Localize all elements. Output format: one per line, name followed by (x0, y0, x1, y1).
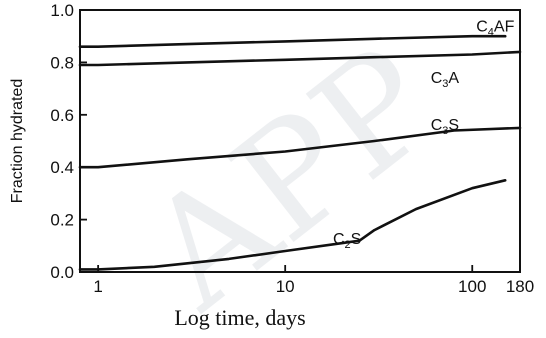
series-label-subscript: 3 (442, 78, 448, 90)
series-label-part: C (476, 19, 488, 36)
series-label-c4af: C4AF (476, 19, 514, 39)
series-label-part: C (431, 117, 443, 134)
series-line-c2s (78, 179, 507, 271)
y-tick-label: 0.8 (50, 53, 74, 72)
series-line-c3s (78, 126, 522, 169)
y-tick-label: 1.0 (50, 1, 74, 20)
series-label-part: C (333, 231, 345, 248)
x-axis-label: Log time, days (174, 305, 305, 330)
x-tick-label: 100 (458, 277, 486, 296)
y-tick-label: 0.6 (50, 106, 74, 125)
series-label-subscript: 3 (442, 125, 448, 137)
series-line-c3a (78, 50, 522, 67)
x-tick-label: 10 (276, 277, 295, 296)
series-label-c3a: C3A (431, 70, 460, 90)
series-label-part: A (448, 70, 459, 87)
series-label-c3s: C3S (431, 117, 459, 137)
series-label-part: C (431, 70, 443, 87)
series-curves (78, 34, 522, 271)
y-axis-label: Fraction hydrated (9, 79, 26, 204)
x-tick-label: 180 (506, 277, 534, 296)
y-tick-label: 0.2 (50, 211, 74, 230)
series-label-c2s: C2S (333, 231, 361, 251)
series-label-part: S (448, 117, 459, 134)
y-axis-ticks: 0.0 0.2 0.4 0.6 0.8 1.0 (50, 1, 87, 282)
series-line-c4af (78, 34, 507, 48)
series-label-subscript: 4 (488, 27, 494, 39)
y-tick-label: 0.0 (50, 263, 74, 282)
x-tick-label: 1 (93, 277, 102, 296)
series-label-subscript: 2 (345, 239, 351, 251)
x-axis-ticks: 1 10 100 180 (93, 265, 534, 296)
plot-frame (79, 9, 521, 273)
y-tick-label: 0.4 (50, 158, 74, 177)
series-label-part: AF (494, 19, 515, 36)
series-label-part: S (351, 231, 362, 248)
